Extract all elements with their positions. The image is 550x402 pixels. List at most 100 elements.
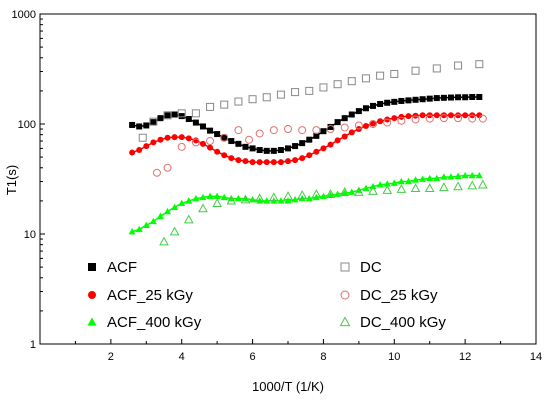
data-point	[177, 109, 186, 118]
data-point	[405, 113, 412, 120]
data-point	[276, 90, 285, 99]
data-point	[432, 64, 441, 73]
data-point	[419, 96, 426, 103]
data-point	[220, 133, 229, 142]
legend-marker	[87, 317, 97, 326]
data-point	[138, 133, 147, 142]
data-point	[178, 199, 186, 207]
data-point	[376, 71, 385, 80]
data-point	[142, 221, 150, 228]
data-point	[440, 94, 447, 101]
data-point	[164, 207, 172, 215]
data-point	[433, 95, 440, 102]
data-point	[348, 111, 355, 118]
legend-label: DC_25 kGy	[360, 287, 438, 304]
data-point	[391, 98, 398, 105]
data-point	[235, 157, 242, 164]
x-tick-label: 8	[320, 351, 326, 363]
data-point	[299, 140, 306, 147]
data-point	[149, 117, 158, 126]
series-dc-25-kgy	[152, 114, 487, 177]
data-point	[277, 197, 285, 204]
legend-item-acf-400-kgy: ACF_400 kGy	[87, 314, 202, 331]
data-point	[320, 128, 327, 135]
data-point	[461, 171, 469, 179]
data-point	[292, 157, 299, 164]
data-point	[214, 131, 221, 138]
data-point	[213, 192, 221, 200]
series-acf-400-kgy	[128, 171, 483, 235]
data-point	[348, 129, 355, 136]
data-point	[262, 93, 271, 102]
data-point	[376, 181, 384, 188]
data-point	[439, 114, 448, 123]
y-tick-label: 100	[18, 119, 36, 131]
data-point	[411, 66, 420, 75]
data-point	[128, 227, 136, 235]
data-point	[256, 147, 263, 154]
data-point	[475, 171, 483, 179]
data-point	[234, 126, 243, 135]
data-point	[270, 147, 277, 154]
data-point	[398, 97, 405, 104]
data-point	[234, 194, 242, 202]
data-point	[447, 94, 454, 101]
data-point	[285, 145, 291, 152]
data-point	[433, 174, 441, 182]
data-point	[240, 194, 251, 204]
y-tick-label: 1	[30, 339, 36, 351]
data-point	[341, 115, 348, 122]
series-acf-25-kgy	[129, 112, 483, 166]
data-point	[340, 123, 349, 132]
data-point	[412, 176, 420, 183]
data-point	[206, 192, 214, 200]
data-point	[156, 212, 164, 219]
data-point	[370, 102, 377, 109]
data-point	[149, 217, 157, 225]
data-point	[228, 138, 235, 145]
legend-label: DC_400 kGy	[360, 314, 446, 331]
series-dc-400-kgy	[159, 179, 488, 246]
data-point	[159, 236, 169, 246]
data-point	[326, 125, 335, 134]
data-point	[426, 95, 433, 102]
data-point	[171, 134, 178, 141]
y-axis: 1 10 100 1000	[12, 9, 45, 351]
data-point	[468, 171, 476, 179]
data-point	[198, 203, 208, 213]
data-point	[327, 191, 335, 198]
data-point	[228, 155, 235, 162]
data-point	[129, 149, 136, 156]
data-point	[199, 140, 206, 147]
data-point	[362, 105, 369, 112]
data-point	[255, 129, 264, 138]
data-point	[439, 182, 449, 192]
data-point	[404, 177, 412, 185]
data-point	[249, 196, 257, 203]
data-point	[311, 189, 322, 198]
data-point	[390, 69, 399, 78]
data-point	[313, 132, 320, 139]
data-point	[164, 134, 171, 141]
data-point	[185, 197, 193, 204]
data-point	[468, 114, 477, 123]
data-point	[199, 193, 207, 201]
data-point	[207, 144, 214, 151]
data-point	[263, 147, 270, 154]
legend-item-acf: ACF	[88, 259, 137, 276]
data-point	[383, 118, 392, 127]
data-point	[390, 179, 398, 186]
data-point	[355, 108, 362, 115]
data-point	[248, 95, 257, 104]
data-point	[426, 174, 434, 182]
data-point	[291, 196, 299, 203]
data-point	[298, 126, 307, 135]
data-point	[334, 190, 342, 197]
data-point	[362, 122, 369, 129]
x-tick-label: 12	[459, 351, 471, 363]
data-point	[284, 197, 292, 204]
data-point	[419, 175, 427, 182]
data-point	[157, 136, 164, 143]
data-point	[206, 137, 215, 146]
